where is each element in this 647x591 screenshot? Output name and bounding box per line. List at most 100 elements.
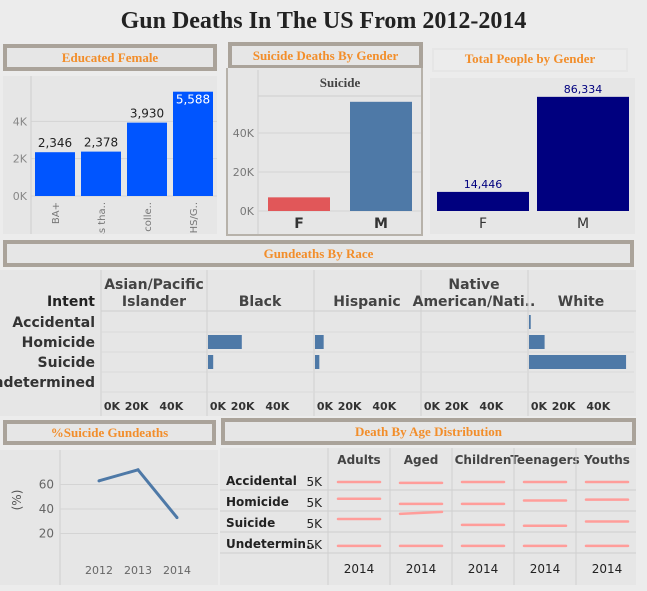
edu-value-label: 2,378 [84,136,118,150]
race-column-label: Hispanic [333,294,400,310]
age-row-label: Suicide [226,516,275,530]
pct-ytick-label: 60 [39,478,54,492]
race-row-header: Intent [47,294,95,310]
race-xtick-label: 40K [479,400,503,413]
pct-point [97,479,101,483]
age-xtick-label: 2014 [592,562,623,576]
race-xtick-label: 40K [586,400,610,413]
age-row-axis-label: 5K [306,475,323,489]
race-bar [529,335,545,349]
age-row-label: Homicide [226,495,289,509]
pct-ylabel: (%) [10,490,24,511]
pct-suicide-chart: 20 40 60 (%) 2012 2013 2014 [10,450,218,585]
edu-value-label: 3,930 [130,107,164,121]
age-row-axis-label: 5K [306,496,323,510]
edu-ytick-label: 4K [13,115,28,128]
tg-value-label: 14,446 [464,178,503,191]
edu-bar [81,151,121,196]
suicide-gender-header: Suicide Deaths By Gender [228,42,423,69]
race-bar [208,335,242,349]
race-xtick-label: 20K [125,400,149,413]
sg-bar-M [350,101,412,211]
race-column-label: Islander [122,294,186,310]
edu-category-label: Some colle.. [143,202,154,234]
race-intent-label: Suicide [38,355,95,371]
pct-point [175,516,179,520]
race-bar [529,315,531,329]
race-intent-label: Undetermined [0,375,95,391]
race-xtick-label: 20K [231,400,255,413]
edu-value-label: 2,346 [38,136,72,150]
pct-xtick-label: 2014 [163,564,191,577]
dashboard-title: Gun Deaths In The US From 2012-2014 [120,8,527,34]
tg-bar [437,191,529,211]
age-xtick-label: 2014 [530,562,561,576]
race-intent-label: Accidental [12,315,95,331]
sg-category-label: F [294,216,304,232]
race-xtick-label: 20K [552,400,576,413]
tg-category-label: F [479,216,487,232]
edu-bar [173,91,213,196]
race-xtick-label: 40K [372,400,396,413]
pct-suicide-panel: 20 40 60 (%) 2012 2013 2014 [0,450,218,585]
race-xtick-label: 0K [317,400,334,413]
race-xtick-label: 0K [104,400,121,413]
race-column-label: Black [239,294,282,310]
age-column-label: Children [455,453,512,467]
race-bar [529,355,627,369]
race-xtick-label: 0K [424,400,441,413]
tg-value-label: 86,334 [564,83,603,96]
pct-xtick-label: 2013 [124,564,152,577]
race-column-label: Asian/Pacific [104,277,204,293]
pct-series-line [98,468,179,519]
race-header: Gundeaths By Race [3,240,634,267]
edu-category-label: BA+ [51,202,62,224]
age-xtick-label: 2014 [344,562,375,576]
pct-xtick-label: 2012 [85,564,113,577]
age-dist-header: Death By Age Distribution [221,418,636,445]
edu-ytick-label: 0K [13,190,28,203]
edu-ytick-label: 2K [13,153,28,166]
age-row-label: Undetermin.. [226,537,315,551]
suicide-gender-panel: Suicide 0K 20K 40K F M [226,68,423,236]
race-bar [315,335,324,349]
race-xtick-label: 20K [445,400,469,413]
tg-category-label: M [577,216,589,232]
age-xtick-label: 2014 [406,562,437,576]
tg-bar [537,96,629,211]
total-gender-chart: 14,446 F 86,334 M [437,83,629,232]
sg-ytick-label: 40K [233,127,255,140]
race-column-label: Native [448,277,499,293]
race-xtick-label: 40K [159,400,183,413]
race-bar [208,355,214,369]
race-panel: Intent Asian/Pacific Islander 0K 20K 40K Black… [0,270,636,416]
educated-female-header: Educated Female [3,44,217,71]
race-bar [315,355,320,369]
age-row-label: Accidental [226,474,297,488]
race-xtick-label: 0K [210,400,227,413]
age-column-label: Youths [583,453,630,467]
edu-category-label: Less tha.. [97,202,108,234]
total-gender-panel: 14,446 F 86,334 M [430,78,635,234]
race-xtick-label: 40K [265,400,289,413]
sg-bar-F [268,197,330,211]
sg-ytick-label: 20K [233,166,255,179]
suicide-gender-chart: Suicide 0K 20K 40K F M [233,70,421,234]
suicide-panel-title: Suicide [320,75,361,90]
age-column-label: Aged [404,453,439,467]
race-intent-label: Homicide [22,335,95,351]
age-row-axis-label: 5K [306,538,323,552]
sg-category-label: M [374,216,388,232]
age-column-label: Teenagers [510,453,579,467]
age-dist-panel: Adults 2014 Aged 2014 Children 2014 Teenagers 2… [220,448,636,585]
pct-point [136,468,140,472]
sg-ytick-label: 0K [240,205,255,218]
race-xtick-label: 0K [531,400,548,413]
pct-suicide-header: %Suicide Gundeaths [3,420,216,445]
pct-ytick-label: 20 [39,527,54,541]
edu-bar [35,152,75,196]
race-column-label: American/Nati.. [413,294,536,310]
edu-category-label: HS/G.. [189,202,200,233]
age-dist-chart: Adults 2014 Aged 2014 Children 2014 Teenagers 2… [220,448,636,585]
